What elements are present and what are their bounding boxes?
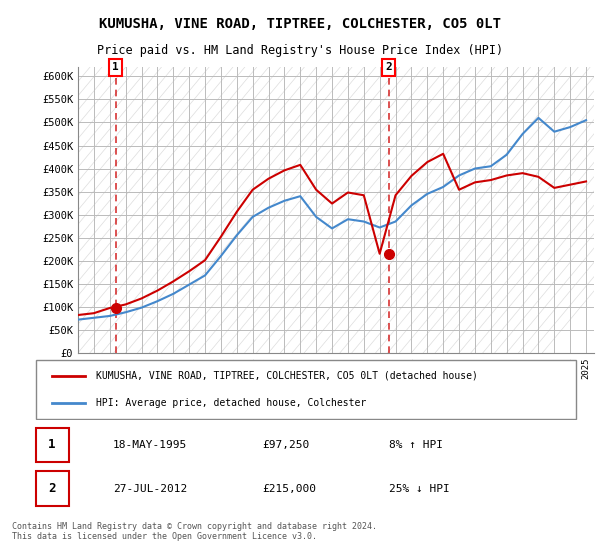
Text: 25% ↓ HPI: 25% ↓ HPI bbox=[389, 483, 449, 493]
Text: Contains HM Land Registry data © Crown copyright and database right 2024.
This d: Contains HM Land Registry data © Crown c… bbox=[12, 522, 377, 542]
Text: 27-JUL-2012: 27-JUL-2012 bbox=[113, 483, 187, 493]
Text: HPI: Average price, detached house, Colchester: HPI: Average price, detached house, Colc… bbox=[96, 398, 367, 408]
Text: 2: 2 bbox=[49, 482, 56, 495]
FancyBboxPatch shape bbox=[35, 360, 577, 419]
Text: 1: 1 bbox=[112, 62, 119, 72]
Text: 8% ↑ HPI: 8% ↑ HPI bbox=[389, 440, 443, 450]
Text: 1: 1 bbox=[49, 438, 56, 451]
FancyBboxPatch shape bbox=[35, 428, 68, 462]
Text: Price paid vs. HM Land Registry's House Price Index (HPI): Price paid vs. HM Land Registry's House … bbox=[97, 44, 503, 57]
FancyBboxPatch shape bbox=[35, 472, 68, 506]
Text: KUMUSHA, VINE ROAD, TIPTREE, COLCHESTER, CO5 0LT: KUMUSHA, VINE ROAD, TIPTREE, COLCHESTER,… bbox=[99, 17, 501, 31]
Text: 2: 2 bbox=[385, 62, 392, 72]
Text: 18-MAY-1995: 18-MAY-1995 bbox=[113, 440, 187, 450]
Text: £215,000: £215,000 bbox=[262, 483, 316, 493]
Text: KUMUSHA, VINE ROAD, TIPTREE, COLCHESTER, CO5 0LT (detached house): KUMUSHA, VINE ROAD, TIPTREE, COLCHESTER,… bbox=[96, 371, 478, 381]
Text: £97,250: £97,250 bbox=[262, 440, 309, 450]
